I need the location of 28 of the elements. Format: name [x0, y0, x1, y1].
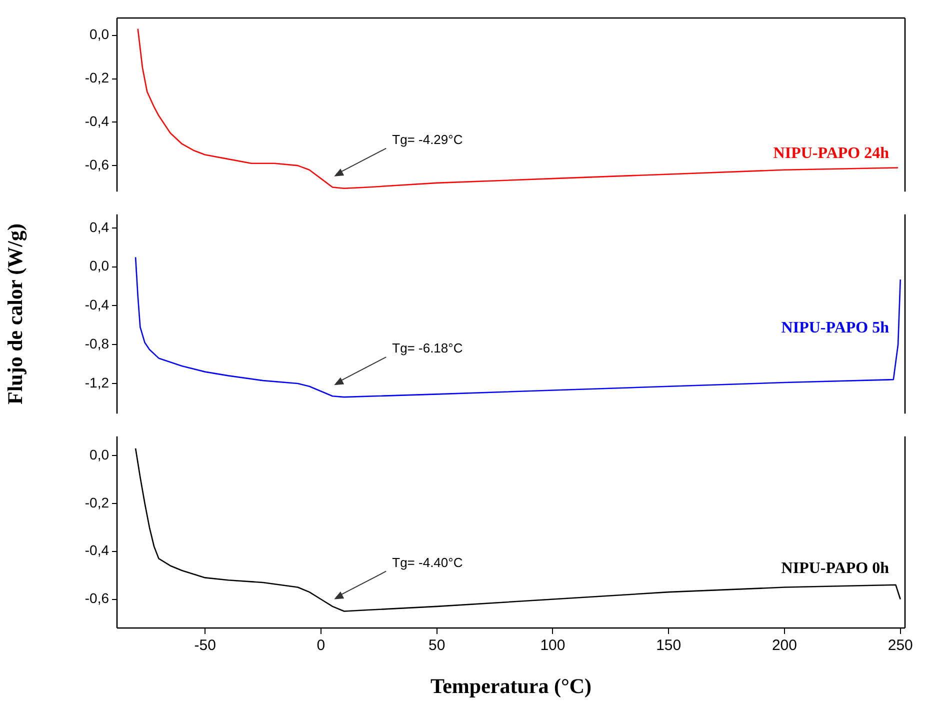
- x-axis-title: Temperatura (°C): [430, 674, 592, 698]
- x-tick-label: 50: [428, 637, 446, 654]
- y-tick-label: -0,6: [84, 156, 110, 172]
- annotation: Tg= -4.40°C: [392, 554, 463, 570]
- x-tick-label: 250: [888, 637, 913, 654]
- x-tick-label: 150: [656, 637, 682, 654]
- y-tick-label: 0,0: [90, 26, 110, 42]
- y-tick-label: -0,2: [84, 70, 110, 86]
- y-tick-label: 0,0: [90, 258, 110, 274]
- y-tick-label: 0,4: [90, 218, 110, 235]
- annotation: Tg= -6.18°C: [392, 340, 463, 356]
- series-label: NIPU-PAPO 24h: [773, 145, 890, 162]
- annotation: Tg= -4.29°C: [392, 132, 463, 147]
- series-label: NIPU-PAPO 5h: [781, 320, 890, 337]
- y-axis-title: Flujo de calor (W/g): [3, 223, 28, 405]
- y-tick-label: -0,2: [84, 494, 110, 510]
- x-tick-label: 200: [772, 637, 797, 654]
- y-tick-label: -1,2: [84, 374, 110, 390]
- x-tick-label: 100: [540, 637, 566, 654]
- x-tick-label: 0: [316, 637, 326, 654]
- series-label: NIPU-PAPO 0h: [781, 560, 890, 578]
- y-tick-label: -0,8: [84, 335, 110, 352]
- y-tick-label: -0,4: [84, 296, 110, 313]
- y-tick-label: -0,6: [84, 590, 110, 606]
- y-tick-label: -0,4: [84, 113, 110, 130]
- y-tick-label: 0,0: [90, 446, 110, 462]
- y-tick-label: -0,4: [84, 542, 110, 558]
- x-tick-label: -50: [194, 637, 216, 654]
